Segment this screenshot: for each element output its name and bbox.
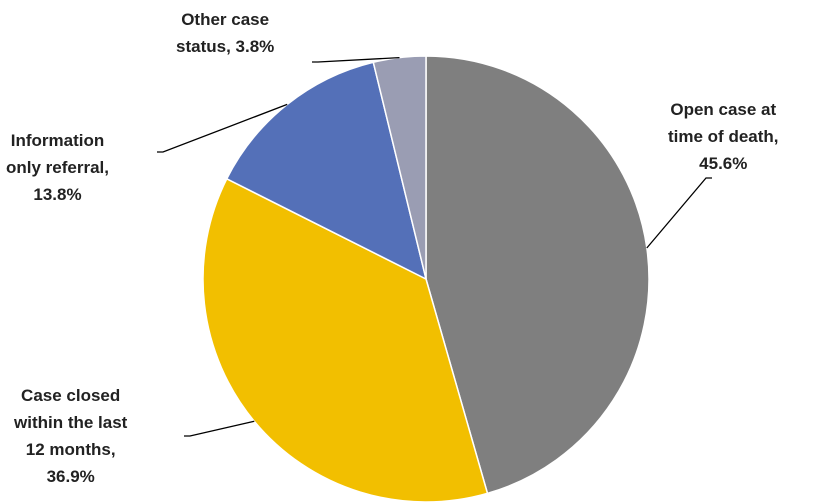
slice-label-other-status: Other case status, 3.8% (176, 10, 275, 56)
leader-case-closed (184, 420, 255, 437)
leader-open-case (646, 177, 712, 249)
leader-other-status (312, 56, 400, 63)
pie-slices (202, 55, 650, 503)
slice-label-open-case: Open case at time of death, 45.6% (668, 100, 779, 173)
slice-information-only (225, 61, 428, 281)
leader-lines (157, 56, 712, 437)
slice-label-information-only: Information only referral, 13.8% (6, 131, 109, 204)
slice-label-case-closed: Case closed within the last 12 months, 3… (14, 386, 128, 486)
leader-information-only (157, 103, 288, 153)
